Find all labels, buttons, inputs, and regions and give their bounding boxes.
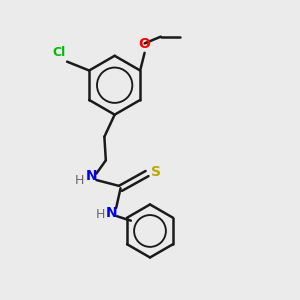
Text: N: N	[85, 169, 97, 184]
Text: Cl: Cl	[52, 46, 66, 59]
Text: S: S	[151, 165, 160, 179]
Text: N: N	[106, 206, 118, 220]
Text: O: O	[139, 38, 151, 51]
Text: H: H	[96, 208, 105, 221]
Text: H: H	[75, 173, 85, 187]
